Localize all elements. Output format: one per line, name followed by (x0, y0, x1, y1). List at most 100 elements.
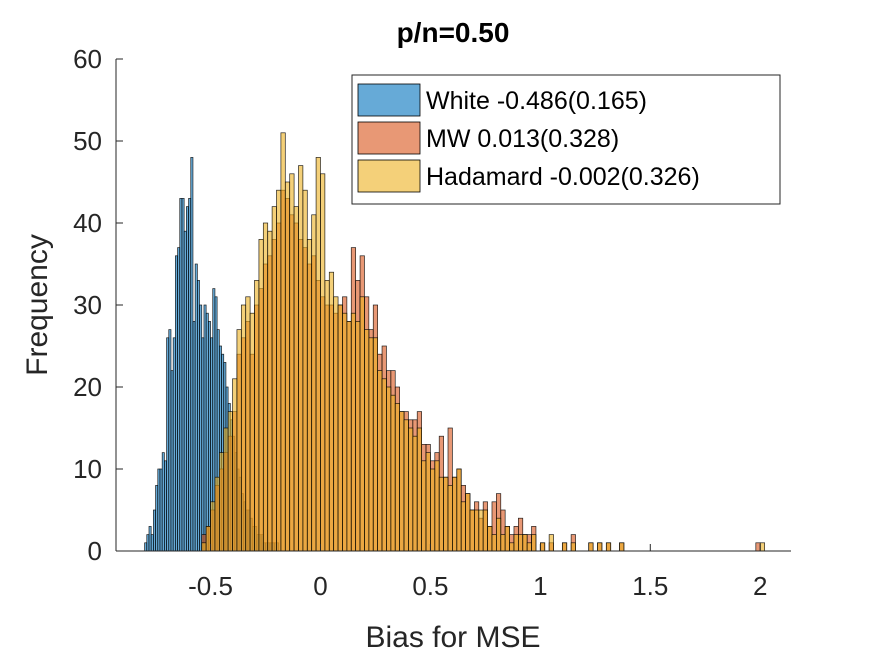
bar-series-2-19 (284, 181, 291, 552)
bar-series-2-81 (597, 542, 603, 552)
bar-series-2-12 (254, 280, 260, 552)
bar-series-2-58 (456, 468, 462, 552)
legend-box (351, 74, 781, 205)
bar-series-2-63 (478, 509, 484, 552)
bar-series-2-16 (271, 206, 277, 552)
bar-series-2-48 (412, 435, 418, 552)
bar-series-2-14 (262, 222, 269, 552)
bar-series-2-51 (425, 452, 431, 552)
bar-series-2-61 (469, 509, 475, 552)
bar-series-2-42 (386, 386, 392, 552)
y-tick-label: 20 (73, 372, 102, 402)
bar-series-2-26 (315, 157, 321, 552)
legend: White -0.486(0.165) MW 0.013(0.328) Hadama… (351, 74, 781, 205)
bar-series-2-73 (522, 534, 528, 552)
legend-items: White -0.486(0.165) MW 0.013(0.328) Hadama… (357, 83, 700, 193)
x-tick-label: -0.5 (188, 571, 233, 601)
y-axis-label: Frequency (21, 234, 54, 376)
bar-series-2-27 (320, 173, 326, 552)
bar-series-2-54 (438, 476, 444, 552)
bar-series-2-11 (249, 312, 255, 552)
bar-series-2-78 (561, 542, 568, 552)
bar-series-2-46 (403, 419, 409, 552)
bar-series-2-68 (500, 534, 506, 552)
bar-series-2-74 (526, 542, 532, 552)
bar-series-2-65 (487, 526, 493, 552)
bar-series-2-10 (245, 296, 251, 552)
legend-swatch-1 (357, 121, 421, 155)
bar-series-2-50 (421, 460, 427, 552)
bar-series-2-67 (496, 517, 502, 552)
bar-series-2-44 (394, 403, 400, 552)
legend-label-2: Hadamard -0.002(0.326) (426, 163, 700, 191)
bar-series-2-7 (232, 378, 238, 552)
bar-series-2-56 (447, 485, 453, 552)
bar-series-2-22 (298, 165, 304, 552)
bar-series-2-39 (372, 337, 379, 552)
bar-series-2-2 (210, 501, 216, 552)
bar-series-2-0 (201, 542, 207, 552)
bar-series-2-29 (328, 271, 335, 552)
x-tick-label: 2 (753, 571, 767, 601)
bar-series-2-45 (399, 411, 405, 552)
x-tick-label: 0 (313, 571, 327, 601)
bar-series-2-30 (333, 296, 339, 552)
bar-series-2-84 (759, 542, 765, 552)
bar-series-2-34 (350, 312, 357, 552)
bar-series-2-35 (355, 321, 361, 552)
bar-series-2-20 (289, 173, 295, 552)
bar-series-2-18 (280, 132, 286, 552)
bar-series-2-25 (311, 214, 317, 552)
bar-series-2-49 (416, 427, 422, 552)
x-tick-label: 0.5 (412, 571, 448, 601)
bar-series-2-52 (430, 468, 436, 552)
bar-series-2-59 (460, 501, 466, 552)
bar-series-2-4 (218, 452, 225, 552)
bar-series-2-69 (504, 526, 510, 552)
bar-series-2-17 (276, 189, 282, 552)
bar-series-2-53 (434, 460, 440, 552)
legend-swatch-0 (357, 83, 421, 117)
x-ticks: -0.5 0 0.5 1 1.5 2 (188, 544, 767, 601)
y-tick-label: 0 (88, 536, 102, 566)
bar-series-2-40 (377, 370, 383, 552)
y-tick-label: 40 (73, 208, 102, 238)
bar-series-2-62 (474, 509, 480, 552)
bar-series-2-83 (619, 542, 625, 552)
bar-series-2-6 (227, 411, 233, 552)
bar-series-2-66 (491, 534, 497, 552)
bar-series-2-82 (605, 542, 612, 552)
bar-series-2-80 (588, 542, 594, 552)
bar-series-2-72 (518, 534, 524, 552)
bar-series-2-23 (302, 189, 308, 552)
y-tick-label: 60 (73, 44, 102, 74)
bar-series-2-77 (548, 534, 554, 552)
axes: -0.5 0 0.5 1 1.5 2 0 10 20 30 40 50 60 (73, 44, 791, 601)
bar-series-2-38 (368, 337, 374, 552)
bar-series-2-5 (223, 427, 229, 552)
y-tick-label: 10 (73, 454, 102, 484)
bar-series-2-70 (509, 542, 515, 552)
bar-series-2-31 (337, 304, 343, 552)
bar-series-2-57 (452, 476, 458, 552)
x-tick-label: 1.5 (632, 571, 668, 601)
bar-series-2-79 (570, 542, 576, 552)
x-tick-label: 1 (533, 571, 547, 601)
bar-series-2-8 (236, 329, 242, 552)
bar-series-2-3 (214, 476, 220, 552)
y-tick-label: 50 (73, 126, 102, 156)
bar-series-2-13 (258, 239, 264, 552)
legend-label-1: MW 0.013(0.328) (426, 125, 619, 153)
y-tick-label: 30 (73, 290, 102, 320)
legend-label-0: White -0.486(0.165) (426, 87, 647, 115)
bar-series-2-36 (359, 296, 365, 552)
bar-series-2-71 (513, 534, 519, 552)
bar-series-2-43 (390, 394, 396, 552)
bar-series-1-84 (755, 542, 761, 552)
bar-series-2-9 (240, 304, 247, 552)
legend-swatch-2 (357, 159, 421, 193)
bar-series-2-1 (205, 526, 211, 552)
bar-series-2-47 (408, 427, 414, 552)
bar-series-2-60 (465, 493, 471, 552)
